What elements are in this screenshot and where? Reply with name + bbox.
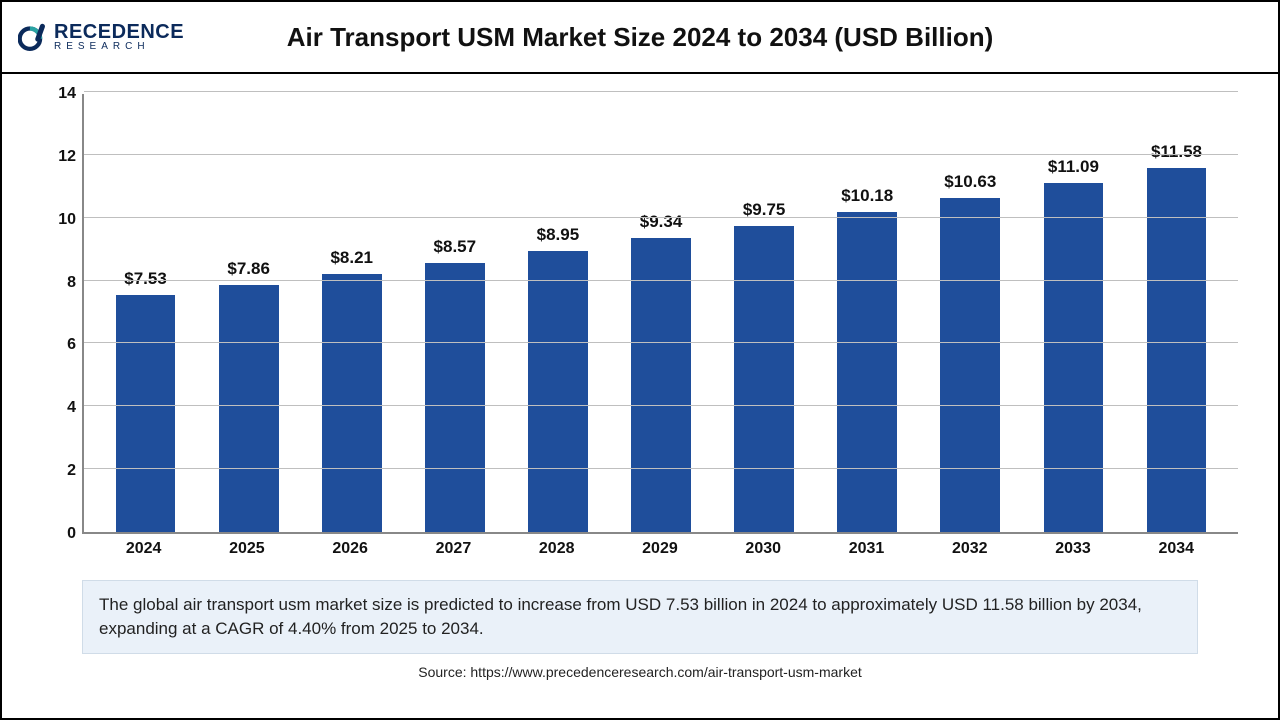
source-line: Source: https://www.precedenceresearch.c… xyxy=(42,664,1238,680)
gridline xyxy=(84,154,1238,155)
y-tick-label: 8 xyxy=(67,274,76,292)
bar xyxy=(116,295,176,532)
bar xyxy=(734,226,794,532)
x-tick-label: 2027 xyxy=(402,540,505,558)
x-tick-label: 2032 xyxy=(918,540,1021,558)
logo-icon xyxy=(18,20,52,54)
bar xyxy=(940,198,1000,532)
y-tick-label: 6 xyxy=(67,336,76,354)
logo-brand: RECEDENCE xyxy=(54,22,184,42)
bar-value-label: $11.09 xyxy=(1048,157,1099,177)
chart-container: RECEDENCE RESEARCH Air Transport USM Mar… xyxy=(0,0,1280,720)
bar xyxy=(322,274,382,532)
x-tick-label: 2028 xyxy=(505,540,608,558)
gridline xyxy=(84,91,1238,92)
bar xyxy=(425,263,485,532)
x-tick-label: 2030 xyxy=(712,540,815,558)
bar-value-label: $9.34 xyxy=(640,212,683,232)
caption-box: The global air transport usm market size… xyxy=(82,580,1198,654)
x-tick-label: 2024 xyxy=(92,540,195,558)
x-tick-label: 2033 xyxy=(1021,540,1124,558)
y-tick-label: 12 xyxy=(58,148,76,166)
x-tick-label: 2026 xyxy=(299,540,402,558)
bar-group: $10.63 xyxy=(919,94,1022,532)
bar xyxy=(219,285,279,532)
bar-group: $7.86 xyxy=(197,94,300,532)
y-tick-label: 2 xyxy=(67,462,76,480)
bars-container: $7.53 $7.86 $8.21 $8.57 $8.95 $9.34 $9.75 $10.1… xyxy=(84,94,1238,532)
gridline xyxy=(84,217,1238,218)
bar-group: $7.53 xyxy=(94,94,197,532)
chart-title: Air Transport USM Market Size 2024 to 20… xyxy=(18,22,1262,53)
logo-text: RECEDENCE RESEARCH xyxy=(54,22,184,52)
bar-value-label: $10.18 xyxy=(841,186,893,206)
gridline xyxy=(84,468,1238,469)
bar-value-label: $7.86 xyxy=(227,259,270,279)
bar-value-label: $10.63 xyxy=(944,172,996,192)
chart-area: 0 2 4 6 8 10 12 14 $7.53 $7.86 $8.21 $8.57 $8.95 $9.… xyxy=(2,74,1278,718)
caption-text: The global air transport usm market size… xyxy=(99,595,1142,638)
x-tick-label: 2034 xyxy=(1125,540,1228,558)
plot-grid: $7.53 $7.86 $8.21 $8.57 $8.95 $9.34 $9.75 $10.1… xyxy=(82,94,1238,534)
header: RECEDENCE RESEARCH Air Transport USM Mar… xyxy=(2,2,1278,74)
y-tick-label: 0 xyxy=(67,525,76,543)
bar-group: $9.34 xyxy=(609,94,712,532)
bar-group: $8.57 xyxy=(403,94,506,532)
bar xyxy=(1044,183,1104,532)
gridline xyxy=(84,280,1238,281)
bar xyxy=(1147,168,1207,532)
bar-group: $8.21 xyxy=(300,94,403,532)
y-tick-label: 4 xyxy=(67,399,76,417)
bar-value-label: $8.57 xyxy=(434,237,477,257)
bar-group: $8.95 xyxy=(506,94,609,532)
y-tick-label: 10 xyxy=(58,211,76,229)
bar-group: $10.18 xyxy=(816,94,919,532)
gridline xyxy=(84,405,1238,406)
bar xyxy=(631,238,691,532)
bar-group: $11.58 xyxy=(1125,94,1228,532)
bar-value-label: $8.21 xyxy=(330,248,373,268)
plot-region: 02468101214 $7.53$7.86$8.21$8.57$8.95$9.… xyxy=(42,94,1238,534)
x-axis: 2024202520262027202820292030203120322033… xyxy=(82,534,1238,558)
x-tick-label: 2031 xyxy=(815,540,918,558)
brand-logo: RECEDENCE RESEARCH xyxy=(18,20,184,54)
bar-value-label: $8.95 xyxy=(537,225,580,245)
y-tick-label: 14 xyxy=(58,85,76,103)
bar-value-label: $11.58 xyxy=(1151,142,1202,162)
logo-subbrand: RESEARCH xyxy=(54,42,184,52)
bar xyxy=(528,251,588,532)
gridline xyxy=(84,342,1238,343)
x-tick-label: 2029 xyxy=(608,540,711,558)
x-tick-label: 2025 xyxy=(195,540,298,558)
y-axis: 02468101214 xyxy=(42,94,82,534)
bar-group: $11.09 xyxy=(1022,94,1125,532)
bar-group: $9.75 xyxy=(713,94,816,532)
bar xyxy=(837,212,897,532)
